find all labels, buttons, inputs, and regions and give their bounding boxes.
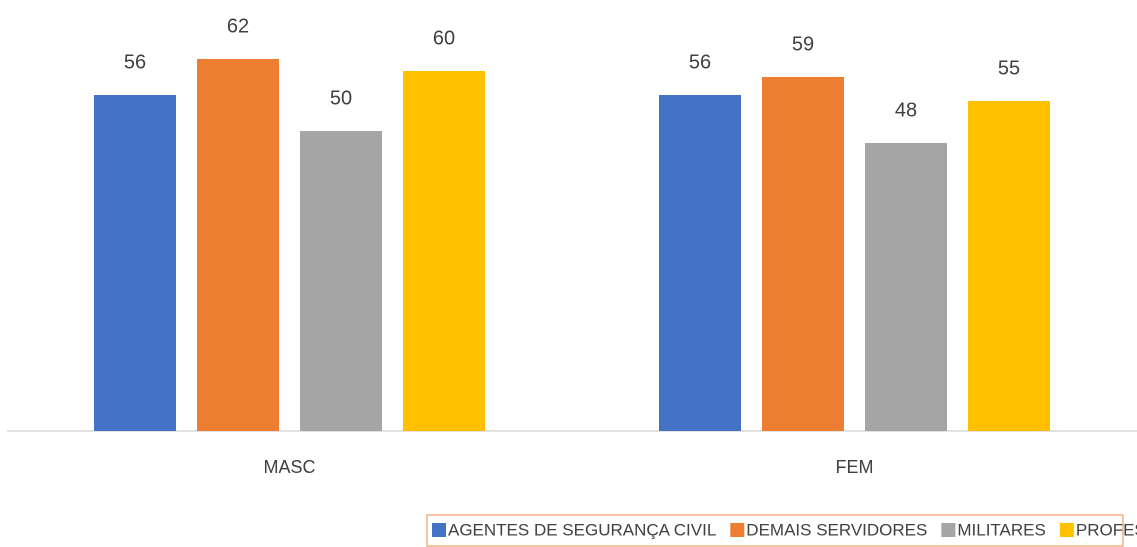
data-label: 59 xyxy=(792,33,814,55)
legend-label: MILITARES xyxy=(957,520,1045,539)
legend-swatch xyxy=(432,523,446,537)
bar xyxy=(865,143,947,431)
bar xyxy=(762,77,844,431)
data-label: 56 xyxy=(689,51,711,73)
data-label: 56 xyxy=(124,51,146,73)
legend-box xyxy=(426,514,1124,547)
legend-swatch xyxy=(941,523,956,537)
legend-label: AGENTES DE SEGURANÇA CIVIL xyxy=(448,520,716,539)
data-label: 48 xyxy=(895,99,917,121)
legend-label: PROFESSORES(AS) xyxy=(1076,520,1137,539)
data-label: 55 xyxy=(998,57,1020,79)
bar xyxy=(197,59,279,431)
bar xyxy=(968,101,1050,431)
bar xyxy=(659,95,741,431)
x-tick-label: MASC xyxy=(263,457,315,477)
bar xyxy=(300,131,382,431)
data-label: 60 xyxy=(433,27,455,49)
legend-label: DEMAIS SERVIDORES xyxy=(746,520,927,539)
x-tick-label: FEM xyxy=(836,457,874,477)
bar xyxy=(403,71,485,431)
legend-swatch xyxy=(730,523,745,537)
data-label: 62 xyxy=(227,15,249,37)
data-label: 50 xyxy=(330,87,352,109)
legend-swatch xyxy=(1059,523,1074,537)
bar xyxy=(94,95,176,431)
